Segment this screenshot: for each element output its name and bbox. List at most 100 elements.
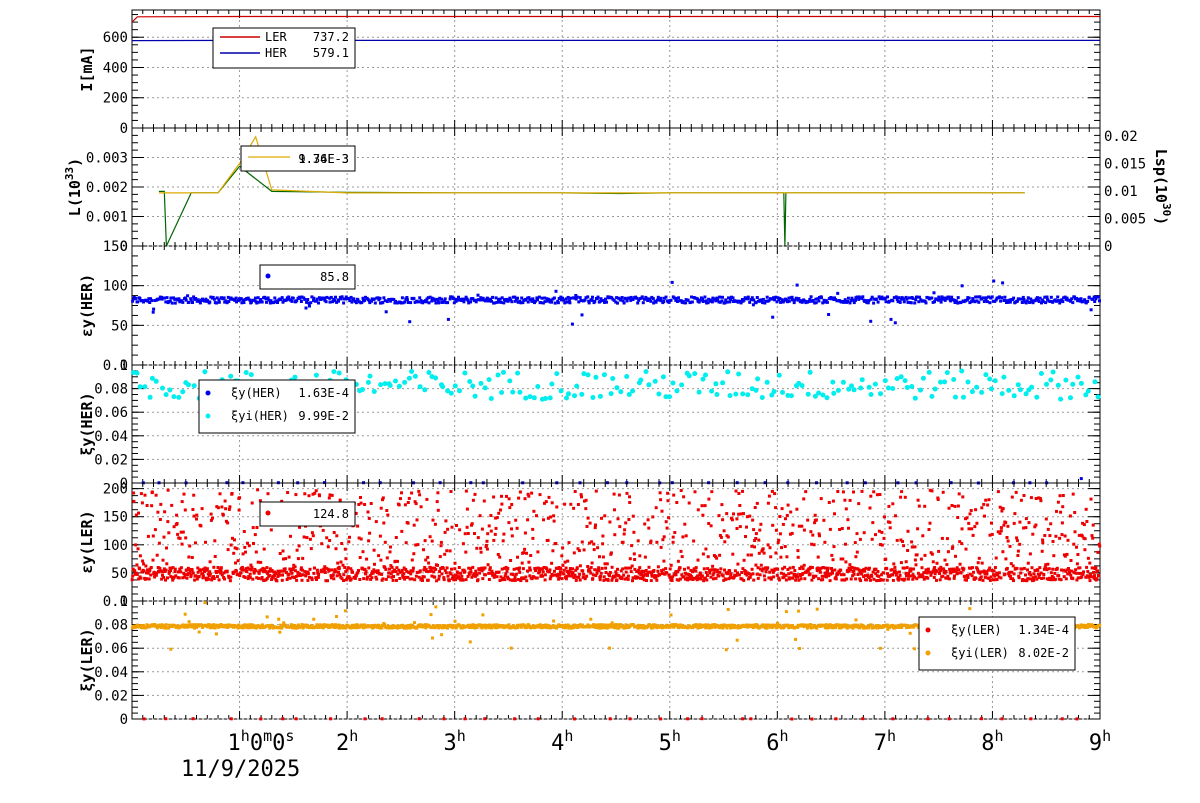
data-point bbox=[830, 380, 835, 385]
data-point bbox=[267, 492, 270, 495]
data-point bbox=[1029, 385, 1034, 390]
data-point bbox=[593, 300, 596, 303]
data-point bbox=[1042, 577, 1045, 580]
data-point bbox=[999, 576, 1002, 579]
data-point bbox=[412, 569, 415, 572]
data-point bbox=[465, 578, 468, 581]
data-point bbox=[806, 392, 811, 397]
data-point bbox=[282, 550, 285, 553]
data-point bbox=[1019, 572, 1022, 575]
data-point bbox=[160, 386, 165, 391]
data-point bbox=[886, 295, 889, 298]
data-point bbox=[900, 490, 903, 493]
data-point bbox=[365, 570, 368, 573]
data-point bbox=[777, 539, 780, 542]
data-point bbox=[903, 567, 906, 570]
data-point bbox=[164, 392, 169, 397]
data-point bbox=[905, 560, 908, 563]
data-point bbox=[1013, 522, 1016, 525]
data-point bbox=[899, 301, 902, 304]
data-point bbox=[166, 520, 169, 523]
data-point bbox=[1083, 298, 1086, 301]
data-point bbox=[947, 550, 950, 553]
y-tick-label: 0 bbox=[120, 712, 128, 728]
data-point bbox=[642, 301, 645, 304]
data-point bbox=[744, 535, 747, 538]
y-tick-label: 150 bbox=[103, 239, 128, 255]
data-point bbox=[1096, 577, 1099, 580]
y-tick-label: 0 bbox=[120, 121, 128, 137]
data-point bbox=[325, 536, 328, 539]
data-point bbox=[523, 548, 526, 551]
data-point bbox=[601, 542, 604, 545]
data-point bbox=[313, 567, 316, 570]
data-point bbox=[863, 531, 866, 534]
data-point bbox=[226, 521, 229, 524]
data-point bbox=[375, 520, 378, 523]
data-point bbox=[439, 555, 442, 558]
data-point bbox=[616, 579, 619, 582]
data-point bbox=[424, 559, 427, 562]
data-point bbox=[914, 298, 917, 301]
data-point bbox=[550, 301, 553, 304]
data-point bbox=[254, 569, 257, 572]
data-point bbox=[572, 393, 577, 398]
data-point bbox=[1083, 523, 1086, 526]
data-point bbox=[286, 491, 289, 494]
data-point bbox=[549, 382, 554, 387]
data-point bbox=[680, 550, 683, 553]
data-point bbox=[965, 548, 968, 551]
data-point bbox=[1012, 579, 1015, 582]
data-point bbox=[648, 566, 651, 569]
data-point bbox=[701, 504, 704, 507]
data-point bbox=[731, 518, 734, 521]
data-point bbox=[1046, 563, 1049, 566]
data-point bbox=[929, 574, 932, 577]
data-point bbox=[810, 718, 813, 721]
data-point bbox=[393, 379, 398, 384]
data-point bbox=[1013, 572, 1016, 575]
data-point bbox=[647, 527, 650, 530]
data-point bbox=[679, 566, 682, 569]
data-point bbox=[367, 511, 370, 514]
data-point bbox=[578, 549, 581, 552]
data-point bbox=[604, 567, 607, 570]
data-point bbox=[839, 569, 842, 572]
data-point bbox=[340, 561, 343, 564]
data-point bbox=[548, 496, 551, 499]
data-point bbox=[611, 566, 614, 569]
data-point bbox=[915, 563, 918, 566]
data-point bbox=[907, 578, 910, 581]
data-point bbox=[312, 572, 315, 575]
data-point bbox=[802, 567, 805, 570]
data-point bbox=[507, 521, 510, 524]
data-point bbox=[1086, 570, 1089, 573]
data-point bbox=[166, 296, 169, 299]
data-point bbox=[621, 567, 624, 570]
data-point bbox=[496, 516, 499, 519]
data-point bbox=[954, 505, 957, 508]
data-point bbox=[601, 567, 604, 570]
data-point bbox=[624, 374, 629, 379]
data-point bbox=[661, 374, 666, 379]
data-point bbox=[910, 540, 913, 543]
data-point bbox=[331, 369, 336, 374]
data-point bbox=[767, 543, 770, 546]
legend-label: ξy(HER) bbox=[231, 386, 282, 400]
data-point bbox=[471, 566, 474, 569]
data-point bbox=[899, 496, 902, 499]
data-point bbox=[532, 510, 535, 513]
data-point bbox=[440, 384, 445, 389]
y2-tick-label: 0 bbox=[1104, 239, 1112, 255]
data-point bbox=[691, 301, 694, 304]
data-point bbox=[986, 504, 989, 507]
data-point bbox=[566, 560, 569, 563]
data-point bbox=[843, 499, 846, 502]
data-point bbox=[162, 576, 165, 579]
data-point bbox=[442, 717, 445, 720]
data-point bbox=[539, 301, 542, 304]
data-point bbox=[137, 512, 140, 515]
data-point bbox=[926, 577, 929, 580]
data-point bbox=[434, 568, 437, 571]
